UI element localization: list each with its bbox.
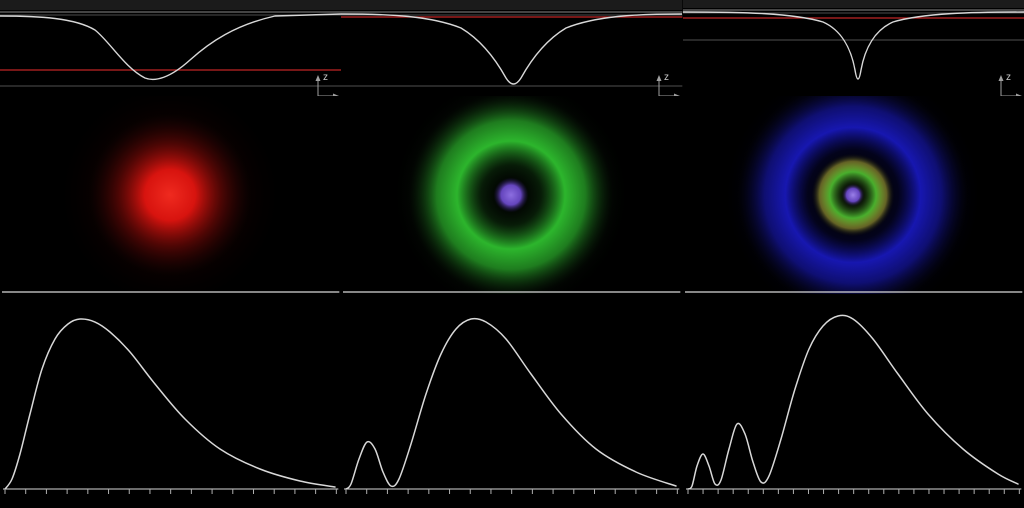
- orbital-grid: zxzxzx: [0, 0, 1024, 508]
- density-panel-n1: [0, 96, 341, 294]
- potential-panel-n2: zx: [341, 0, 682, 96]
- svg-text:z: z: [323, 72, 328, 83]
- potential-panel-n1: zx: [0, 0, 341, 96]
- density-panel-n3: [683, 96, 1024, 294]
- density-panel-n2: [341, 96, 682, 294]
- potential-panel-n3: zx: [683, 0, 1024, 96]
- radial-panel-n3: [683, 294, 1024, 508]
- radial-panel-n2: [341, 294, 682, 508]
- radial-panel-n1: [0, 294, 341, 508]
- svg-text:z: z: [1006, 72, 1011, 83]
- svg-text:z: z: [664, 72, 669, 83]
